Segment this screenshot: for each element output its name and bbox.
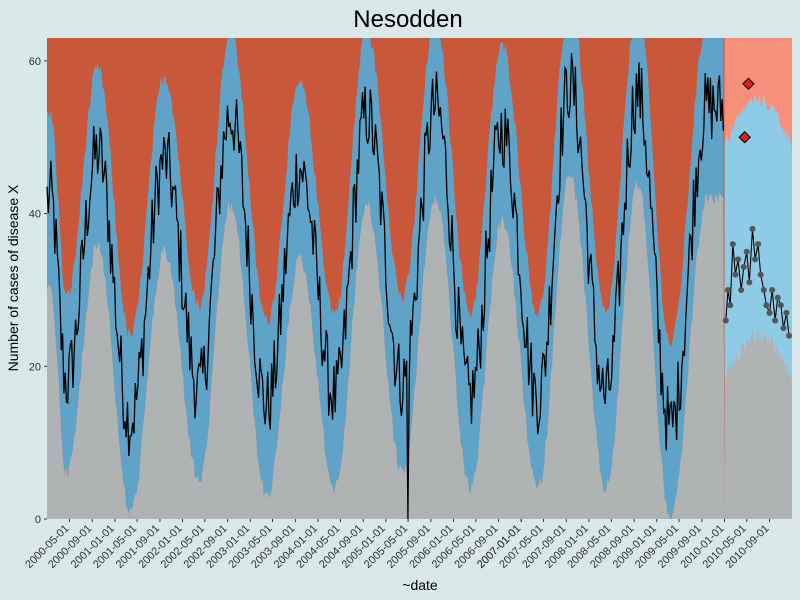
lower-region — [47, 174, 725, 519]
forecast-point — [783, 309, 790, 316]
y-axis-label: Number of cases of disease X — [5, 184, 21, 371]
forecast-point — [740, 264, 747, 271]
alert-point — [738, 131, 751, 144]
forecast-point — [760, 286, 767, 293]
x-axis-ticks: 2000-05-012000-09-012001-01-012001-05-01… — [23, 519, 772, 571]
x-axis-label: ~date — [402, 577, 438, 593]
forecast-point — [732, 271, 739, 278]
prediction-band-forecast — [724, 92, 792, 388]
lower-region-forecast — [724, 328, 792, 519]
chart-title: Nesodden — [353, 6, 462, 33]
forecast-point — [769, 286, 776, 293]
forecast-point — [772, 317, 779, 324]
y-tick-label: 0 — [35, 514, 41, 526]
forecast-point — [749, 225, 756, 232]
forecast-point — [757, 271, 764, 278]
plot-area — [46, 38, 793, 520]
forecast-point — [766, 309, 773, 316]
forecast-point — [780, 325, 787, 332]
forecast-point — [729, 241, 736, 248]
forecast-point — [777, 302, 784, 309]
y-axis-ticks: 0 20 40 60 — [29, 56, 47, 526]
forecast-point — [725, 286, 732, 293]
forecast-point — [727, 302, 734, 309]
forecast-point — [763, 302, 770, 309]
forecast-point — [746, 279, 753, 286]
forecast-point — [786, 332, 793, 339]
y-tick-label: 60 — [29, 56, 41, 68]
forecast-point — [755, 241, 762, 248]
forecast-point — [722, 317, 729, 324]
alert-point — [742, 77, 755, 91]
forecast-point — [752, 256, 759, 263]
forecast-point — [743, 248, 750, 255]
forecast-point — [738, 286, 745, 293]
y-tick-label: 40 — [29, 209, 41, 221]
forecast-point — [735, 256, 742, 263]
y-tick-label: 20 — [29, 361, 41, 373]
observed-line — [46, 53, 725, 520]
forecast-point — [774, 294, 781, 301]
